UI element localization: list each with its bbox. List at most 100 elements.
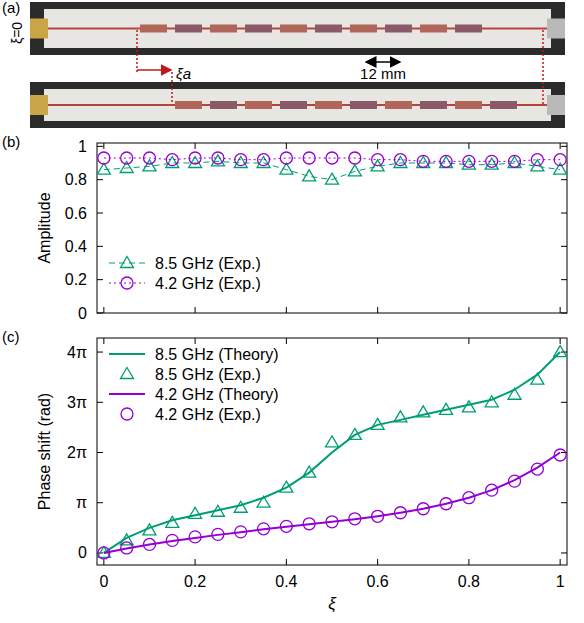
data-point bbox=[485, 396, 498, 407]
segment bbox=[280, 101, 307, 109]
legend-label: 4.2 GHz (Exp.) bbox=[155, 406, 261, 423]
y-tick-label: 0.8 bbox=[65, 171, 87, 188]
data-point bbox=[486, 484, 498, 496]
y-tick bbox=[97, 279, 103, 280]
data-point bbox=[417, 155, 429, 167]
x-tick bbox=[195, 143, 196, 149]
x-tick bbox=[195, 338, 196, 344]
data-point bbox=[303, 170, 316, 181]
data-point bbox=[326, 516, 338, 528]
data-point bbox=[372, 510, 384, 522]
data-point bbox=[531, 154, 543, 166]
data-point bbox=[417, 406, 430, 417]
y-tick bbox=[97, 246, 103, 247]
legend-label: 8.5 GHz (Theory) bbox=[155, 346, 279, 363]
segment bbox=[245, 25, 272, 33]
data-point bbox=[280, 163, 293, 174]
data-point bbox=[372, 154, 384, 166]
plot-data bbox=[97, 152, 566, 184]
data-point bbox=[440, 403, 453, 414]
panel-letter: (a) bbox=[2, 0, 20, 16]
chart: (b)00.20.40.60.81Amplitude8.5 GHz (Exp.)… bbox=[2, 133, 567, 322]
x-axis-title: ξ bbox=[328, 594, 337, 613]
data-point bbox=[143, 152, 155, 164]
photo-background bbox=[30, 2, 565, 55]
data-point bbox=[303, 518, 315, 530]
y-tick bbox=[561, 279, 567, 280]
data-point bbox=[348, 428, 361, 439]
x-tick bbox=[103, 559, 104, 565]
x-tick bbox=[195, 559, 196, 565]
y-tick bbox=[97, 213, 103, 214]
data-point bbox=[258, 154, 270, 166]
segment bbox=[385, 25, 412, 33]
plot-frame bbox=[97, 338, 567, 565]
data-point bbox=[303, 152, 315, 164]
legend-line bbox=[109, 353, 145, 355]
x-tick bbox=[286, 307, 287, 313]
segment bbox=[210, 25, 237, 33]
y-tick-label: 0 bbox=[78, 305, 87, 322]
panel-a: (a)ξ=0ξa12 mm bbox=[2, 0, 565, 128]
x-tick bbox=[560, 143, 561, 149]
plot-data bbox=[97, 346, 566, 559]
board bbox=[44, 89, 551, 121]
x-tick bbox=[377, 338, 378, 344]
x-tick-label: 0.8 bbox=[458, 573, 480, 590]
connector bbox=[30, 95, 48, 115]
data-point bbox=[211, 505, 224, 516]
data-point bbox=[394, 154, 406, 166]
data-point bbox=[258, 523, 270, 535]
segment bbox=[490, 101, 517, 109]
series-line bbox=[104, 158, 560, 161]
y-tick bbox=[561, 179, 567, 180]
period-arrow bbox=[366, 61, 400, 63]
y-tick bbox=[97, 352, 103, 353]
data-point bbox=[143, 538, 155, 550]
guide-line bbox=[171, 72, 173, 104]
y-tick bbox=[561, 246, 567, 247]
x-tick bbox=[468, 307, 469, 313]
x-tick bbox=[286, 559, 287, 565]
data-point bbox=[554, 449, 566, 461]
x-tick bbox=[286, 143, 287, 149]
data-point bbox=[280, 481, 293, 492]
segment bbox=[140, 25, 167, 33]
y-tick bbox=[97, 146, 103, 147]
data-point bbox=[235, 154, 247, 166]
data-point bbox=[235, 526, 247, 538]
data-point bbox=[508, 388, 521, 399]
data-point bbox=[257, 496, 270, 507]
photo-background bbox=[30, 82, 565, 128]
data-point bbox=[509, 155, 521, 167]
x-tick-label: 0.6 bbox=[367, 573, 389, 590]
legend-marker bbox=[121, 257, 134, 268]
data-point bbox=[166, 154, 178, 166]
legend-marker bbox=[121, 408, 133, 420]
data-point bbox=[349, 513, 361, 525]
x-tick bbox=[468, 338, 469, 344]
figure: (a)ξ=0ξa12 mm(b)00.20.40.60.81Amplitude8… bbox=[0, 0, 584, 623]
panel-letter: (c) bbox=[2, 328, 20, 345]
y-tick bbox=[561, 146, 567, 147]
segment bbox=[350, 25, 377, 33]
legend-marker bbox=[121, 368, 134, 379]
legend-label: 4.2 GHz (Theory) bbox=[155, 386, 279, 403]
x-tick bbox=[103, 307, 104, 313]
data-point bbox=[349, 152, 361, 164]
data-point bbox=[166, 534, 178, 546]
data-point bbox=[326, 152, 338, 164]
y-tick bbox=[97, 179, 103, 180]
series-line bbox=[104, 453, 560, 553]
board bbox=[44, 9, 551, 48]
data-point bbox=[97, 163, 110, 174]
xi-zero-label: ξ=0 bbox=[9, 22, 25, 44]
x-tick bbox=[560, 559, 561, 565]
x-tick bbox=[377, 143, 378, 149]
data-point bbox=[212, 528, 224, 540]
segment bbox=[455, 25, 482, 33]
data-point bbox=[189, 152, 201, 164]
y-tick bbox=[561, 402, 567, 403]
x-tick-label: 0.2 bbox=[184, 573, 206, 590]
segment bbox=[315, 101, 342, 109]
